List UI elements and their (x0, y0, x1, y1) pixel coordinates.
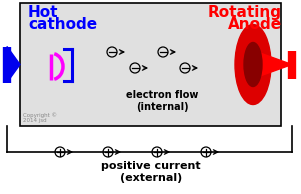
Text: Rotating: Rotating (208, 5, 282, 20)
Polygon shape (253, 50, 292, 79)
Text: Anode: Anode (228, 17, 282, 32)
Bar (20, 3, 281, 126)
Text: Hot: Hot (28, 5, 58, 20)
Polygon shape (7, 47, 20, 82)
Text: cathode: cathode (28, 17, 97, 32)
Text: Copyright ©
2014 jsd: Copyright © 2014 jsd (23, 112, 57, 123)
Ellipse shape (235, 24, 271, 105)
Text: electron flow
(internal): electron flow (internal) (126, 90, 198, 112)
Ellipse shape (244, 42, 262, 87)
Text: positive current
(external): positive current (external) (101, 161, 201, 183)
